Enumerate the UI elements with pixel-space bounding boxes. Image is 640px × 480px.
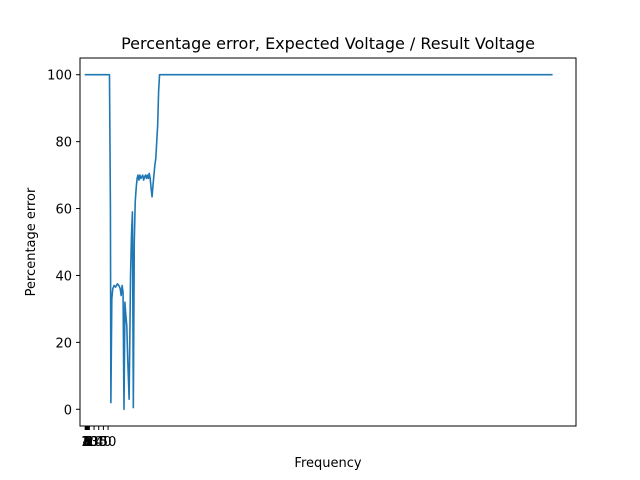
x-tick-label: 2 — [81, 435, 89, 450]
x-tick-label: 8 — [84, 435, 92, 450]
series-line — [84, 73, 553, 411]
x-tick-label: 50 — [100, 435, 117, 450]
x-tick-label: 20 — [86, 435, 103, 450]
y-tick-label: 0 — [64, 403, 72, 418]
x-tick-label: 3 — [82, 435, 90, 450]
x-tick-label: 4 — [82, 435, 90, 450]
y-tick-label: 60 — [55, 203, 72, 218]
x-tick-label: 9 — [85, 435, 93, 450]
x-tick-label: 5 — [83, 435, 91, 450]
y-tick-label: 80 — [55, 136, 72, 151]
y-axis-label: Percentage error — [24, 187, 39, 296]
x-tick-label: 40 — [95, 435, 112, 450]
series-lines — [84, 73, 553, 411]
x-tick-label: 10 — [81, 435, 98, 450]
y-tick-label: 40 — [55, 269, 72, 284]
chart-title: Percentage error, Expected Voltage / Res… — [121, 34, 535, 53]
x-tick-label: 7 — [84, 435, 92, 450]
plot-area — [79, 57, 577, 427]
x-tick-label: 6 — [83, 435, 91, 450]
y-tick-label: 100 — [47, 69, 72, 84]
y-axis: 0 20 40 60 80 100 — [47, 69, 80, 418]
x-tick-label: 30 — [90, 435, 107, 450]
axes-frame — [79, 57, 577, 427]
y-tick-label: 20 — [55, 336, 72, 351]
x-tick-label: 1 — [81, 435, 89, 450]
x-axis-label: Frequency — [294, 456, 361, 471]
